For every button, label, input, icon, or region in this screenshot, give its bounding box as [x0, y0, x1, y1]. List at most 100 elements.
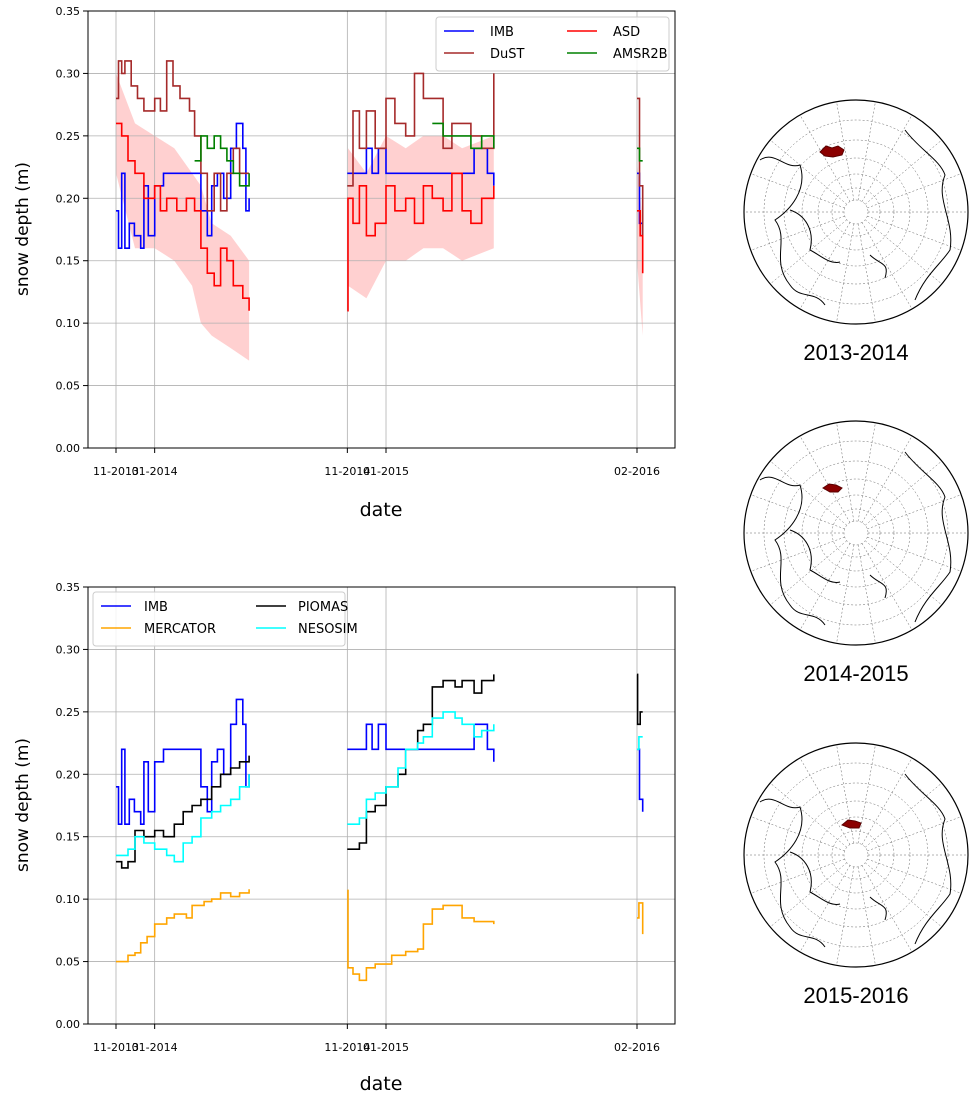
meridian-line	[799, 865, 851, 953]
meridian-line	[865, 460, 942, 526]
y-tick-label: 0.25	[56, 130, 81, 143]
y-axis-label: snow depth (m)	[13, 162, 33, 296]
floe-track-icon	[822, 483, 843, 493]
x-tick-label: 01-2015	[363, 1041, 409, 1054]
meridian-line	[750, 858, 845, 894]
legend-label-imb: IMB	[144, 600, 168, 615]
meridian-line	[799, 435, 851, 523]
legend-box	[435, 16, 670, 72]
y-tick-label: 0.15	[56, 831, 81, 844]
y-tick-label: 0.20	[56, 192, 81, 205]
x-tick-label: 11-2013	[93, 465, 139, 478]
polar-map-2013-2014: 2013-2014	[743, 99, 969, 365]
x-axis-label: date	[360, 499, 403, 521]
floe-track-icon	[841, 819, 862, 829]
meridian-line	[836, 101, 855, 201]
meridian-line	[867, 536, 962, 572]
polar-map-2014-2015: 2014-2015	[743, 420, 969, 686]
series-lines	[116, 673, 644, 982]
meridian-line	[857, 744, 876, 844]
y-ticks: 0.00 0.05 0.10 0.15 0.20 0.25 0.30 0.35	[56, 5, 88, 455]
meridian-line	[770, 139, 847, 205]
meridian-line	[799, 757, 851, 845]
x-tick-label: 11-2014	[324, 1041, 370, 1054]
asd-uncertainty-bands	[116, 73, 643, 361]
chart-top: 0.00 0.05 0.10 0.15 0.20 0.25 0.30 0.35 11-2013…	[13, 5, 676, 521]
meridian-line	[750, 215, 845, 251]
meridian-line	[857, 866, 876, 966]
meridian-line	[836, 866, 855, 966]
meridian-line	[865, 139, 942, 205]
meridian-line	[865, 862, 942, 928]
y-tick-label: 0.30	[56, 67, 81, 80]
series-dust	[116, 60, 250, 212]
y-tick-label: 0.20	[56, 768, 81, 781]
meridian-line	[861, 543, 913, 631]
meridian-line	[770, 862, 847, 928]
meridian-line	[750, 494, 845, 530]
legend-label-asd: ASD	[613, 25, 640, 40]
series-nesosim	[116, 774, 250, 863]
band-asd	[348, 135, 494, 299]
series-amsr2b	[432, 122, 495, 150]
polar-map-2015-2016: 2015-2016	[743, 742, 969, 1008]
map-graticule	[743, 420, 969, 646]
series-piomas	[347, 674, 495, 850]
series-asd	[347, 172, 495, 312]
map-outline	[743, 99, 969, 325]
meridian-line	[750, 816, 845, 852]
meridian-line	[836, 223, 855, 323]
series-amsr2b	[194, 135, 250, 187]
y-axis-label: snow depth (m)	[13, 738, 33, 872]
y-tick-label: 0.35	[56, 5, 81, 18]
legend-label-nesosim: NESOSIM	[298, 622, 358, 637]
plot-frame	[87, 586, 676, 1025]
y-tick-label: 0.15	[56, 255, 81, 268]
y-tick-label: 0.05	[56, 956, 81, 969]
y-tick-label: 0.35	[56, 581, 81, 594]
meridian-line	[867, 173, 962, 209]
x-tick-label: 11-2013	[93, 1041, 139, 1054]
series-imb	[347, 723, 495, 762]
x-tick-label: 01-2014	[132, 1041, 178, 1054]
meridian-line	[867, 816, 962, 852]
plot-frame	[87, 10, 676, 449]
floe-track-icon	[819, 145, 845, 158]
x-tick-label: 11-2014	[324, 465, 370, 478]
y-tick-label: 0.10	[56, 893, 81, 906]
band-asd	[637, 160, 643, 336]
arctic-coastline	[759, 129, 952, 306]
meridian-line	[799, 222, 851, 310]
map-title: 2015-2016	[803, 983, 908, 1008]
meridian-line	[861, 435, 913, 523]
arctic-coastline	[759, 451, 952, 626]
series-asd	[637, 210, 644, 274]
series-dust	[637, 97, 644, 236]
map-outline	[743, 420, 969, 646]
y-tick-label: 0.25	[56, 706, 81, 719]
series-mercator	[637, 902, 644, 935]
legend-label-mercator: MERCATOR	[144, 622, 216, 637]
meridian-line	[867, 215, 962, 251]
y-tick-label: 0.30	[56, 643, 81, 656]
x-tick-label: 01-2014	[132, 465, 178, 478]
meridian-line	[865, 782, 942, 848]
chart-bottom: 0.00 0.05 0.10 0.15 0.20 0.25 0.30 0.35 11-2013…	[13, 581, 676, 1095]
y-tick-label: 0.10	[56, 317, 81, 330]
y-ticks: 0.00 0.05 0.10 0.15 0.20 0.25 0.30 0.35	[56, 581, 88, 1031]
meridian-line	[770, 782, 847, 848]
meridian-line	[861, 757, 913, 845]
y-tick-label: 0.00	[56, 442, 81, 455]
meridian-line	[750, 173, 845, 209]
legend-label-piomas: PIOMAS	[298, 600, 348, 615]
meridian-line	[861, 222, 913, 310]
series-imb	[637, 748, 644, 812]
meridian-line	[857, 422, 876, 522]
meridian-line	[857, 101, 876, 201]
series-nesosim	[637, 736, 643, 751]
x-tick-label: 02-2016	[614, 465, 660, 478]
meridian-line	[857, 544, 876, 644]
meridian-line	[865, 219, 942, 285]
